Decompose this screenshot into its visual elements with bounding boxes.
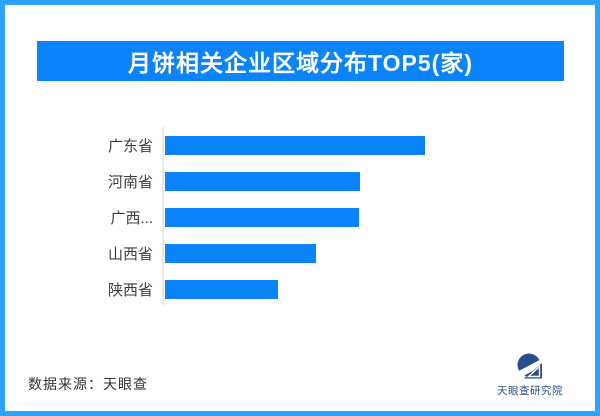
chart-row: 广西... <box>5 199 595 235</box>
chart-row: 河南省 <box>5 163 595 199</box>
brand-name: 天眼查研究院 <box>497 385 563 397</box>
bar <box>165 135 425 155</box>
bar-chart: 广东省河南省广西... 山西省陕西省 <box>5 127 595 307</box>
bar-track <box>165 279 595 299</box>
category-label: 陕西省 <box>107 281 153 299</box>
bar-track <box>165 207 595 227</box>
data-source-label: 数据来源：天眼查 <box>28 376 148 392</box>
chart-row: 陕西省 <box>5 271 595 307</box>
category-label: 广西... <box>110 209 153 227</box>
category-label: 山西省 <box>107 245 153 263</box>
bar-track <box>165 171 595 191</box>
bar <box>165 279 278 299</box>
y-axis-line <box>162 127 164 305</box>
category-label: 广东省 <box>107 137 153 155</box>
chart-row: 广东省 <box>5 127 595 163</box>
chart-title: 月饼相关企业区域分布TOP5(家) <box>128 50 473 76</box>
bar <box>165 243 316 263</box>
category-label: 河南省 <box>107 173 153 191</box>
chart-row: 山西省 <box>5 235 595 271</box>
tianyancha-logo-icon <box>515 353 545 381</box>
bar <box>165 171 360 191</box>
bar-track <box>165 135 595 155</box>
bar <box>165 207 359 227</box>
bar-track <box>165 243 595 263</box>
chart-title-banner: 月饼相关企业区域分布TOP5(家) <box>37 41 564 81</box>
brand-logo-block: 天眼查研究院 <box>493 353 567 398</box>
